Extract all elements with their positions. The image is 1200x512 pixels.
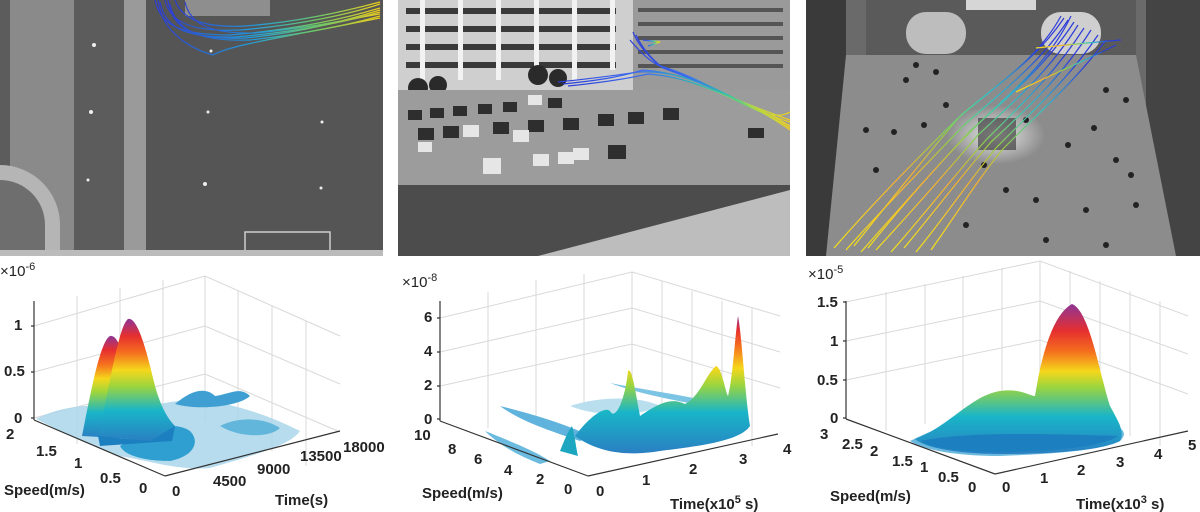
chart-3-z-tick: 1.5: [817, 294, 838, 311]
scene-3-photo: [806, 0, 1200, 256]
chart-2-time-tick: 2: [689, 461, 697, 478]
chart-3-time-tick: 0: [1002, 479, 1010, 496]
chart-3-time-tick: 4: [1154, 446, 1163, 463]
chart-2-speed-tick: 2: [536, 471, 544, 488]
chart-2-svg: ×10-8 6 4 2 0 10 8 6 4 2 0 Speed(m/s) 0 …: [402, 271, 792, 512]
chart-2-surface: [485, 316, 750, 464]
chart-3-speed-time-density: ×10-5 1.5 1 0.5 0 3 2.5 2 1.5 1 0.5 0 Sp…: [800, 256, 1200, 512]
chart-2-time-tick: 3: [739, 451, 747, 468]
chart-3-svg: ×10-5 1.5 1 0.5 0 3 2.5 2 1.5 1 0.5 0 Sp…: [808, 260, 1196, 512]
chart-2-z-tick: 4: [424, 343, 433, 360]
chart-3-exponent: ×10-5: [808, 264, 843, 283]
chart-1-z-tick: 0: [14, 410, 22, 427]
chart-1-time-tick: 9000: [257, 461, 290, 478]
scene-2-image: [398, 0, 790, 256]
chart-3-speed-axis-label: Speed(m/s): [830, 488, 911, 505]
chart-1-z-tick: 1: [14, 317, 22, 334]
chart-2-speed-tick: 8: [448, 441, 456, 458]
chart-2-exponent: ×10-8: [402, 272, 437, 291]
chart-1-time-tick: 13500: [300, 448, 342, 465]
chart-1-speed-tick: 2: [6, 426, 14, 443]
chart-1-speed-tick: 0.5: [100, 470, 121, 487]
chart-1-speed-tick: 1: [74, 455, 82, 472]
chart-2-speed-axis-label: Speed(m/s): [422, 485, 503, 502]
chart-3-time-tick: 3: [1116, 454, 1124, 471]
chart-3-z-tick: 1: [830, 333, 838, 350]
chart-3-time-tick: 2: [1077, 462, 1085, 479]
chart-1-time-axis-label: Time(s): [275, 492, 328, 509]
chart-2-grid: [439, 271, 781, 446]
chart-1-exponent: ×10-6: [0, 261, 35, 280]
chart-3-speed-tick: 2: [870, 443, 878, 460]
scene-1-image: [0, 0, 383, 256]
chart-3-speed-tick: 3: [820, 426, 828, 443]
chart-2-z-tick: 0: [424, 411, 432, 428]
chart-2-speed-time-density: ×10-8 6 4 2 0 10 8 6 4 2 0 Speed(m/s) 0 …: [400, 256, 800, 512]
chart-2-speed-tick: 0: [564, 481, 572, 498]
chart-3-axes: [843, 301, 1189, 475]
chart-3-time-tick: 1: [1040, 470, 1048, 487]
scene-1-photo: [0, 0, 383, 256]
chart-2-speed-tick: 4: [504, 462, 513, 479]
chart-1-speed-tick: 0: [139, 480, 147, 497]
chart-2-speed-tick: 6: [474, 451, 482, 468]
chart-2-time-tick: 0: [596, 483, 604, 500]
chart-2-time-axis-label: Time(x105 s): [670, 494, 758, 512]
chart-3-speed-tick: 1.5: [892, 453, 913, 470]
chart-3-surface: [910, 304, 1124, 456]
chart-1-speed-time-density: ×10-6 1 0.5 0 2 1.5 1 0.5 0 Speed(m/s) 0…: [0, 256, 400, 512]
chart-2-z-tick: 2: [424, 377, 432, 394]
chart-1-z-tick: 0.5: [4, 363, 25, 380]
chart-2-z-tick: 6: [424, 309, 432, 326]
chart-3-speed-tick: 0.5: [938, 469, 959, 486]
chart-1-speed-tick: 1.5: [36, 443, 57, 460]
chart-2-time-tick: 4: [783, 441, 792, 458]
chart-3-speed-tick: 1: [920, 459, 928, 476]
chart-1-speed-axis-label: Speed(m/s): [4, 482, 85, 499]
chart-2-time-tick: 1: [642, 472, 650, 489]
scene-3-image: [806, 0, 1200, 256]
chart-3-time-tick: 5: [1188, 437, 1196, 454]
chart-1-time-tick: 4500: [213, 473, 246, 490]
chart-1-time-tick: 18000: [343, 439, 385, 456]
chart-3-z-tick: 0: [830, 410, 838, 427]
chart-1-svg: ×10-6 1 0.5 0 2 1.5 1 0.5 0 Speed(m/s) 0…: [0, 261, 385, 509]
chart-3-z-tick: 0.5: [817, 372, 838, 389]
chart-3-speed-tick: 0: [968, 479, 976, 496]
chart-1-axes: [31, 301, 341, 477]
scene-2-photo: [398, 0, 790, 256]
chart-3-grid: [845, 260, 1189, 446]
chart-2-speed-tick: 10: [414, 427, 431, 444]
chart-3-time-axis-label: Time(x103 s): [1076, 494, 1164, 512]
chart-3-speed-tick: 2.5: [842, 436, 863, 453]
chart-1-time-tick: 0: [172, 483, 180, 500]
chart-2-axes: [437, 301, 779, 477]
chart-1-surface: [36, 318, 300, 469]
